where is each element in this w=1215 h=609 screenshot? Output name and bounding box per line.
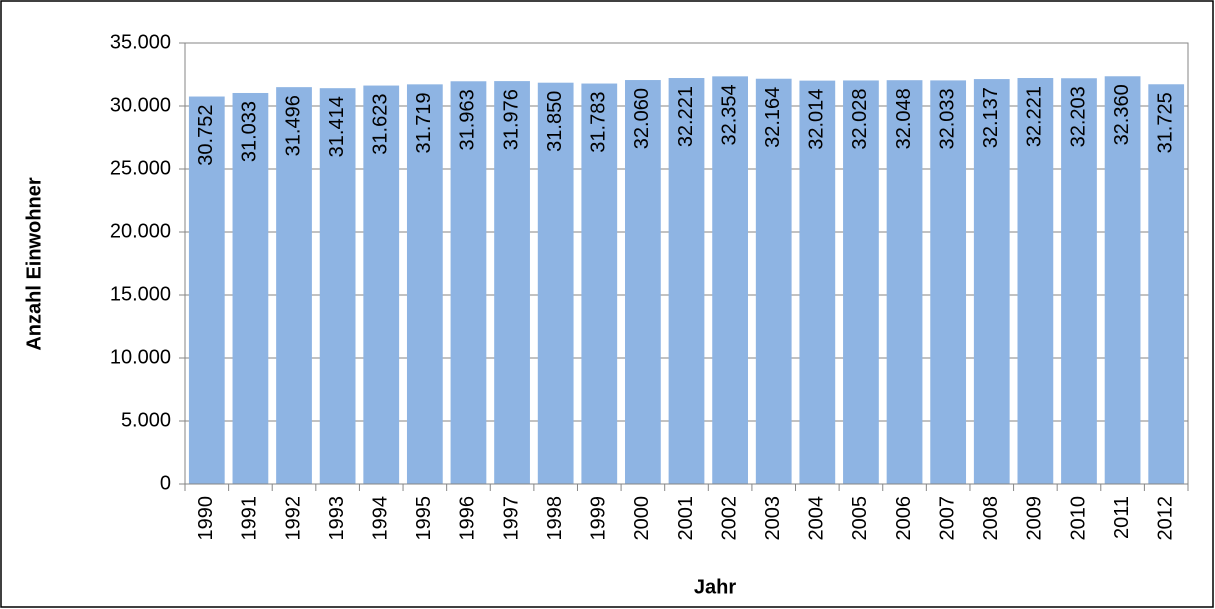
value-label: 32.048 — [893, 88, 915, 149]
bar — [319, 88, 356, 485]
value-label: 30.752 — [195, 105, 217, 166]
x-tick-label: 1994 — [370, 496, 392, 541]
value-label: 31.496 — [282, 95, 304, 156]
x-tick-label: 2001 — [675, 496, 697, 541]
y-axis-label: Anzahl Einwohner — [23, 177, 45, 351]
bar — [930, 80, 967, 484]
x-tick-label: 2002 — [718, 496, 740, 541]
bar — [537, 82, 574, 484]
bar — [668, 78, 705, 484]
bar — [494, 81, 530, 484]
x-tick-label: 2004 — [806, 496, 828, 541]
x-tick-label: 1995 — [413, 496, 435, 541]
value-label: 32.354 — [718, 84, 740, 145]
bar — [1148, 84, 1185, 484]
y-tick-label: 10.000 — [110, 346, 171, 368]
bar — [276, 87, 312, 485]
value-label: 32.028 — [849, 88, 871, 149]
x-tick-label: 2012 — [1154, 496, 1176, 541]
x-tick-label: 1993 — [326, 496, 348, 541]
value-label: 32.164 — [762, 87, 784, 148]
value-label: 31.623 — [370, 94, 392, 155]
x-tick-label: 1991 — [239, 496, 261, 541]
bar — [799, 80, 836, 484]
y-tick-label: 25.000 — [110, 157, 171, 179]
bar — [843, 80, 879, 484]
x-tick-label: 1990 — [195, 496, 217, 541]
bar — [450, 81, 487, 484]
x-tick-label: 2003 — [762, 496, 784, 541]
value-label: 32.014 — [806, 89, 828, 150]
x-tick-label: 2005 — [849, 496, 871, 541]
value-label: 32.060 — [631, 88, 653, 149]
x-tick-label: 2010 — [1067, 496, 1089, 541]
bar — [232, 92, 269, 485]
x-tick-label: 1996 — [457, 496, 479, 541]
x-tick-label: 1997 — [500, 496, 522, 541]
value-label: 32.033 — [936, 88, 958, 149]
bar — [406, 84, 443, 484]
y-tick-label: 20.000 — [110, 220, 171, 242]
bar — [363, 85, 400, 484]
value-label: 31.719 — [413, 92, 435, 153]
bar — [755, 78, 792, 485]
value-label: 31.725 — [1154, 92, 1176, 153]
x-tick-label: 1992 — [282, 496, 304, 541]
value-label: 32.221 — [1024, 86, 1046, 147]
bar — [188, 96, 225, 484]
bar — [625, 80, 661, 484]
value-label: 31.963 — [457, 89, 479, 150]
y-tick-label: 0 — [160, 472, 171, 494]
x-tick-label: 2006 — [893, 496, 915, 541]
y-tick-label: 35.000 — [110, 31, 171, 53]
value-label: 32.360 — [1111, 84, 1133, 145]
bar — [973, 79, 1010, 485]
value-label: 31.976 — [500, 89, 522, 150]
y-tick-label: 5.000 — [121, 409, 171, 431]
x-tick-label: 2011 — [1111, 496, 1133, 539]
bar — [1104, 76, 1141, 484]
bar — [1017, 78, 1054, 484]
x-tick-label: 2007 — [936, 496, 958, 541]
value-label: 31.783 — [588, 92, 610, 153]
value-label: 31.850 — [544, 91, 566, 152]
x-tick-label: 1998 — [544, 496, 566, 541]
value-label: 32.137 — [980, 87, 1002, 148]
y-tick-label: 30.000 — [110, 94, 171, 116]
y-tick-label: 15.000 — [110, 283, 171, 305]
value-label: 32.221 — [675, 86, 697, 147]
bar — [1061, 78, 1097, 485]
x-axis-label: Jahr — [694, 576, 736, 598]
value-label: 31.033 — [239, 101, 261, 162]
x-tick-label: 2008 — [980, 496, 1002, 541]
x-tick-label: 2000 — [631, 496, 653, 541]
x-tick-label: 1999 — [588, 496, 610, 541]
value-label: 31.414 — [326, 96, 348, 157]
value-label: 32.203 — [1067, 86, 1089, 147]
x-tick-label: 2009 — [1024, 496, 1046, 541]
bar — [886, 80, 923, 485]
bar — [581, 83, 618, 484]
bar — [712, 76, 748, 484]
